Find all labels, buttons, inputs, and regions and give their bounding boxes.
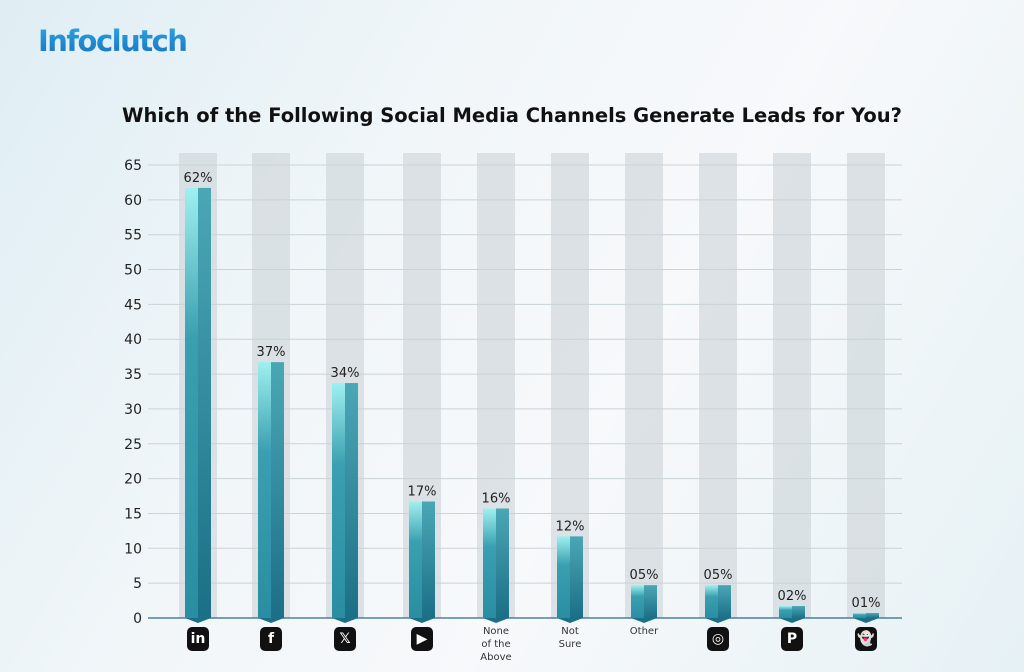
bar-right-face xyxy=(866,613,879,618)
data-label: 12% xyxy=(556,519,585,534)
column-band xyxy=(699,153,737,618)
bar-left-face xyxy=(853,613,866,618)
column-band xyxy=(773,153,811,618)
facebook-icon: f xyxy=(260,627,282,651)
bar-left-face xyxy=(258,362,271,618)
bar-right-face xyxy=(271,362,284,618)
data-label: 37% xyxy=(257,345,286,360)
linkedin-icon: in xyxy=(187,627,209,651)
data-label: 05% xyxy=(704,568,733,583)
bar-base-tip xyxy=(185,618,211,623)
y-tick-label: 25 xyxy=(124,437,142,453)
bar-right-face xyxy=(792,606,805,618)
x-category-label: None of the Above xyxy=(480,626,512,663)
y-tick-label: 45 xyxy=(124,297,142,313)
youtube-icon: ▶ xyxy=(411,627,433,651)
snapchat-icon: 👻 xyxy=(855,627,877,651)
infoclutch-logo: Infoclutch xyxy=(38,24,188,58)
bar-base-tip xyxy=(631,618,657,623)
bar-right-face xyxy=(422,501,435,618)
bar-left-face xyxy=(631,585,644,618)
bar-base-tip xyxy=(779,618,805,623)
y-tick-label: 30 xyxy=(124,402,142,418)
bar-right-face xyxy=(718,585,731,618)
y-tick-label: 0 xyxy=(133,611,142,627)
y-tick-label: 50 xyxy=(124,263,142,279)
y-tick-label: 55 xyxy=(124,228,142,244)
bar-right-face xyxy=(570,536,583,618)
bar-left-face xyxy=(409,501,422,618)
bar-left-face xyxy=(705,585,718,618)
y-tick-label: 5 xyxy=(133,576,142,592)
data-label: 16% xyxy=(482,491,511,506)
bar-left-face xyxy=(332,383,345,618)
y-tick-label: 65 xyxy=(124,158,142,174)
data-label: 05% xyxy=(630,568,659,583)
y-tick-label: 20 xyxy=(124,472,142,488)
bar-right-face xyxy=(644,585,657,618)
bar-base-tip xyxy=(853,618,879,623)
bar-right-face xyxy=(345,383,358,618)
column-band xyxy=(847,153,885,618)
x-category-label: Not Sure xyxy=(558,626,582,650)
instagram-icon: ◎ xyxy=(707,627,729,651)
bar-base-tip xyxy=(258,618,284,623)
bar-base-tip xyxy=(483,618,509,623)
y-tick-label: 35 xyxy=(124,367,142,383)
y-tick-label: 40 xyxy=(124,332,142,348)
data-label: 34% xyxy=(331,366,360,381)
bar-left-face xyxy=(483,508,496,618)
x-category-label: Other xyxy=(629,626,659,637)
chart-title: Which of the Following Social Media Chan… xyxy=(122,104,902,127)
pinterest-icon: P xyxy=(781,627,803,651)
bar-left-face xyxy=(779,606,792,618)
y-tick-label: 10 xyxy=(124,541,142,557)
bar-base-tip xyxy=(557,618,583,623)
data-label: 01% xyxy=(852,596,881,611)
y-tick-label: 15 xyxy=(124,506,142,522)
bar-right-face xyxy=(198,187,211,618)
bar-base-tip xyxy=(332,618,358,623)
x-icon: 𝕏 xyxy=(334,627,356,651)
bar-right-face xyxy=(496,508,509,618)
data-label: 17% xyxy=(408,485,437,500)
data-label: 62% xyxy=(184,171,213,186)
bar-base-tip xyxy=(705,618,731,623)
data-label: 02% xyxy=(778,589,807,604)
bar-left-face xyxy=(557,536,570,618)
bar-left-face xyxy=(185,187,198,618)
column-band xyxy=(625,153,663,618)
y-tick-label: 60 xyxy=(124,193,142,209)
bar-base-tip xyxy=(409,618,435,623)
